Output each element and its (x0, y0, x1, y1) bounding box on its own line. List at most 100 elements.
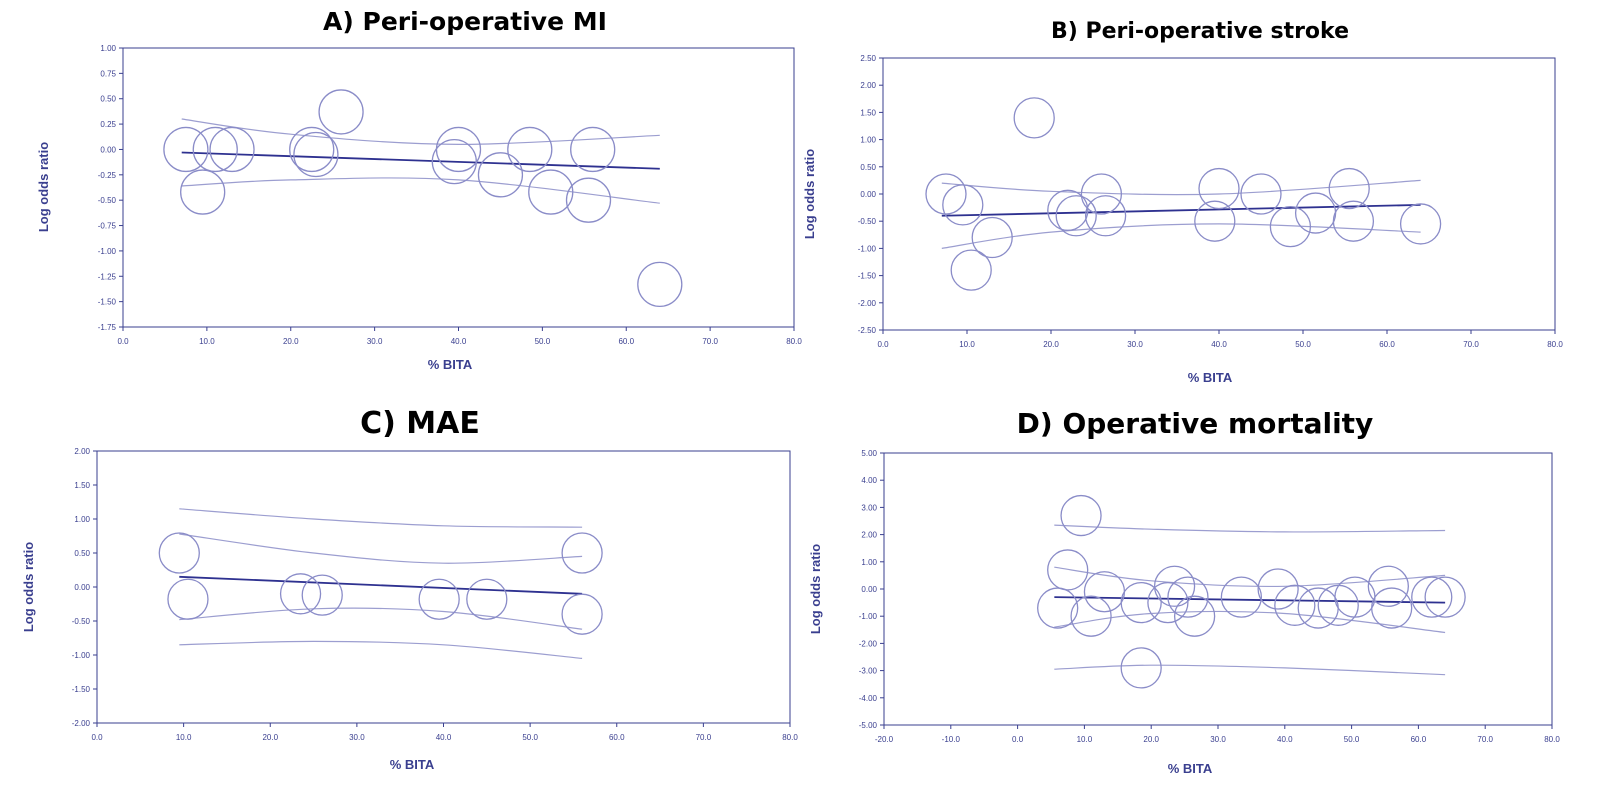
confidence-curve-ci-lower-outer (179, 640, 583, 659)
data-point (1083, 571, 1126, 613)
confidence-curve-ci-upper (941, 179, 1421, 196)
x-tick-label: 10.0 (1077, 735, 1093, 744)
data-point (1399, 203, 1442, 245)
y-tick-label: 2.00 (860, 81, 876, 90)
data-point (565, 177, 612, 223)
x-tick-label: 70.0 (1477, 735, 1493, 744)
x-tick-label: 20.0 (1143, 735, 1159, 744)
x-tick-label: 0.0 (117, 337, 129, 346)
y-tick-label: -2.50 (858, 326, 877, 335)
x-tick-label: 80.0 (1547, 340, 1563, 349)
y-tick-label: -2.00 (858, 299, 877, 308)
x-tick-label: 20.0 (262, 733, 278, 742)
y-tick-label: -0.50 (858, 217, 877, 226)
y-axis-label: Log odds ratio (36, 142, 51, 232)
regression-line (179, 575, 583, 595)
data-point (1274, 584, 1316, 626)
y-tick-label: -1.00 (72, 651, 91, 660)
x-tick-label: 70.0 (696, 733, 712, 742)
confidence-curve-ci-upper (181, 118, 660, 146)
data-point (1080, 173, 1123, 215)
y-tick-label: 0.75 (100, 69, 116, 78)
data-point (1194, 200, 1236, 242)
data-point (1153, 565, 1196, 607)
chart-title: B) Peri-operative stroke (1051, 19, 1349, 44)
y-tick-label: -0.50 (72, 617, 91, 626)
chart-panel-0: A) Peri-operative MI1.000.750.500.250.00… (36, 7, 802, 372)
y-tick-label: 1.50 (860, 108, 876, 117)
y-tick-label: 4.00 (861, 476, 877, 485)
x-tick-label: 80.0 (782, 733, 798, 742)
y-tick-label: 0.00 (100, 145, 116, 154)
data-point (293, 131, 339, 178)
x-tick-label: 50.0 (535, 337, 551, 346)
y-tick-label: -1.50 (858, 272, 877, 281)
data-point (1120, 647, 1162, 689)
x-tick-label: 50.0 (1295, 340, 1311, 349)
data-point (192, 126, 238, 173)
y-tick-label: -3.00 (859, 667, 878, 676)
data-point (971, 216, 1013, 259)
x-tick-label: 40.0 (1211, 340, 1227, 349)
y-tick-label: 0.50 (100, 95, 116, 104)
data-point (163, 126, 209, 173)
data-point (1070, 595, 1112, 637)
data-point (1055, 195, 1097, 237)
x-tick-label: 30.0 (1127, 340, 1143, 349)
data-point (1084, 195, 1127, 237)
data-point (1424, 576, 1466, 618)
x-tick-label: 70.0 (1463, 340, 1479, 349)
chart-panel-1: B) Peri-operative stroke 2.50 2.00 1.50 1.00… (802, 19, 1563, 385)
x-tick-label: 40.0 (436, 733, 452, 742)
confidence-curve-ci-upper-outer (1054, 524, 1446, 533)
data-point (1173, 595, 1216, 637)
data-point (167, 578, 209, 620)
data-point (1411, 576, 1453, 618)
y-tick-label: 3.00 (861, 503, 877, 512)
data-point (637, 261, 683, 308)
x-tick-label: 10.0 (176, 733, 192, 742)
data-point (289, 126, 335, 173)
chart-title: A) Peri-operative MI (323, 7, 607, 36)
x-axis-label: % BITA (1188, 370, 1233, 385)
y-axis-label: Log odds ratio (802, 149, 817, 239)
y-tick-label: 0.00 (860, 190, 876, 199)
plot-frame (96, 450, 791, 724)
y-tick-label: 1.00 (860, 136, 876, 145)
data-point (209, 126, 255, 173)
y-tick-label: 0.50 (74, 549, 90, 558)
data-point (1198, 167, 1240, 210)
data-point (1332, 200, 1375, 242)
x-tick-label: -20.0 (875, 735, 894, 744)
y-tick-label: 0.00 (861, 585, 877, 594)
data-point (180, 169, 226, 215)
y-tick-label: 1.00 (74, 515, 90, 524)
y-tick-label: -0.25 (98, 171, 117, 180)
y-tick-label: 1.00 (861, 558, 877, 567)
y-tick-label: -2.00 (72, 719, 91, 728)
data-point (318, 89, 364, 135)
regression-line (1054, 596, 1446, 604)
data-point (950, 249, 992, 291)
y-tick-label: -5.00 (859, 721, 878, 730)
y-tick-label: -0.75 (98, 222, 117, 231)
data-point (418, 578, 460, 620)
data-point (925, 173, 967, 215)
data-point (507, 126, 553, 173)
chart-title: D) Operative mortality (1017, 407, 1374, 440)
data-point (561, 593, 603, 635)
confidence-curve-ci-upper-inner (179, 533, 583, 564)
data-point (435, 126, 482, 173)
y-tick-label: 0.00 (74, 583, 90, 592)
data-point (1367, 565, 1409, 607)
data-point (528, 169, 574, 215)
y-tick-label: -1.25 (98, 272, 117, 281)
y-tick-label: 2.00 (861, 531, 877, 540)
data-point (1269, 205, 1312, 248)
x-tick-label: 30.0 (1210, 735, 1226, 744)
x-tick-label: 60.0 (609, 733, 625, 742)
confidence-curve-ci-upper-inner (1054, 566, 1446, 588)
y-tick-label: 1.00 (100, 44, 116, 53)
y-axis-label: Log odds ratio (808, 544, 823, 634)
